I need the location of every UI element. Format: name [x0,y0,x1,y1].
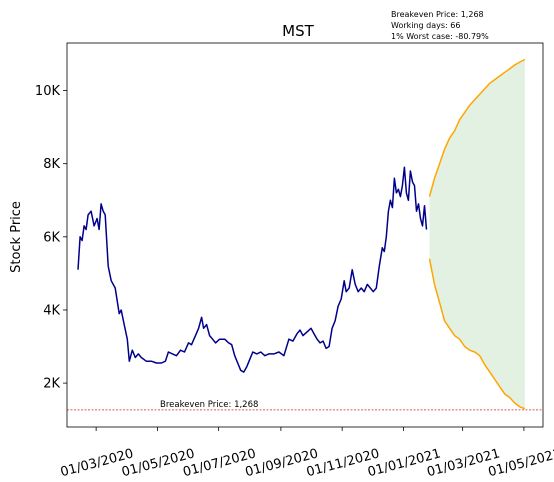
breakeven-label: Breakeven Price: 1,268 [160,400,258,410]
plot-frame [66,42,544,428]
y-axis-label: Stock Price [9,201,24,273]
y-tick-label: 8K [43,157,60,172]
y-tick-label: 4K [43,303,60,318]
forecast-upper-line [428,58,526,197]
info-working-days: Working days: 66 [391,21,460,30]
info-box: Breakeven Price: 1,268 Working days: 66 … [391,10,489,41]
forecast-band [429,59,525,409]
info-worst-case: 1% Worst case: -80.79% [391,32,489,41]
forecast-lower-line [428,258,526,410]
plot-area [67,58,543,411]
y-axis: 2K 4K 6K 8K 10K [35,84,67,392]
info-breakeven: Breakeven Price: 1,268 [391,10,484,19]
chart-title: MST [282,22,314,40]
y-tick-label: 6K [43,230,60,245]
price-history-line [77,166,428,373]
y-tick-label: 10K [35,84,61,99]
y-tick-label: 2K [43,377,60,392]
